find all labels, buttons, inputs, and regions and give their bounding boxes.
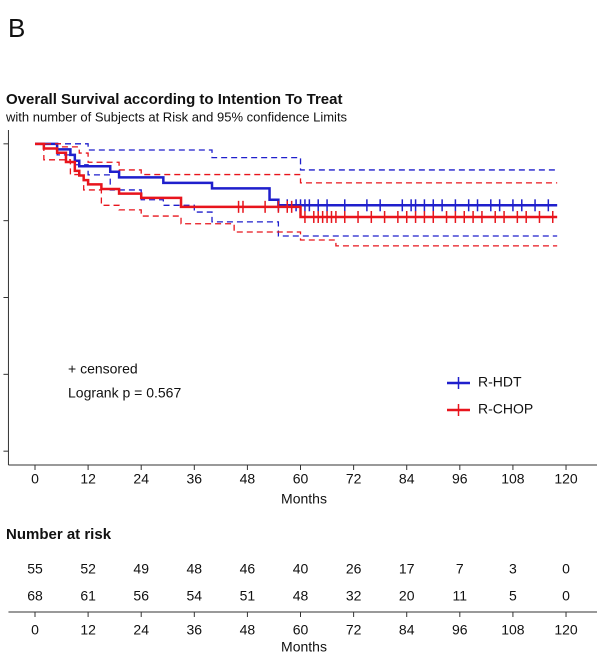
risk-count: 7 <box>456 561 464 577</box>
x-tick-label: 24 <box>133 622 149 638</box>
x-tick-label: 60 <box>293 622 309 638</box>
risk-count: 20 <box>399 588 415 604</box>
risk-count: 17 <box>399 561 415 577</box>
risk-title: Number at risk <box>6 526 112 543</box>
risk-count: 46 <box>240 561 256 577</box>
chart-title: Overall Survival according to Intention … <box>6 91 342 108</box>
risk-count: 3 <box>509 561 517 577</box>
x-tick-label: 120 <box>554 471 578 487</box>
x-tick-label: 48 <box>240 622 256 638</box>
risk-count: 56 <box>133 588 149 604</box>
risk-count: 5 <box>509 588 517 604</box>
x-tick-label: 84 <box>399 622 415 638</box>
risk-count: 61 <box>80 588 96 604</box>
risk-count: 52 <box>80 561 96 577</box>
annotation: + censored <box>68 361 138 377</box>
confidence-limit <box>35 143 558 247</box>
risk-count: 40 <box>293 561 309 577</box>
legend-label: R-CHOP <box>478 401 533 417</box>
x-tick-label: 96 <box>452 622 468 638</box>
risk-count: 0 <box>562 588 570 604</box>
x-tick-label: 72 <box>346 471 362 487</box>
x-tick-label: 12 <box>80 622 96 638</box>
legend-label: R-HDT <box>478 374 522 390</box>
x-tick-label: 60 <box>293 471 309 487</box>
x-axis-label: Months <box>281 639 327 655</box>
x-tick-label: 120 <box>554 622 578 638</box>
x-tick-label: 24 <box>133 471 149 487</box>
survival-line <box>35 142 558 219</box>
x-tick-label: 36 <box>187 622 203 638</box>
risk-count: 54 <box>187 588 203 604</box>
x-axis-label: Months <box>281 491 327 507</box>
confidence-limit <box>35 143 558 184</box>
x-tick-label: 72 <box>346 622 362 638</box>
risk-count: 51 <box>240 588 256 604</box>
x-tick-label: 0 <box>31 471 39 487</box>
chart-subtitle: with number of Subjects at Risk and 95% … <box>5 109 348 124</box>
risk-count: 11 <box>453 588 468 604</box>
risk-count: 55 <box>27 561 43 577</box>
x-tick-label: 96 <box>452 471 468 487</box>
x-tick-label: 108 <box>501 471 525 487</box>
x-tick-label: 36 <box>187 471 203 487</box>
panel-label: B <box>8 13 25 43</box>
risk-count: 0 <box>562 561 570 577</box>
risk-count: 48 <box>187 561 203 577</box>
confidence-limit <box>35 143 558 171</box>
x-tick-label: 84 <box>399 471 415 487</box>
x-tick-label: 108 <box>501 622 525 638</box>
risk-count: 26 <box>346 561 362 577</box>
survival-line <box>35 142 558 207</box>
x-tick-label: 48 <box>240 471 256 487</box>
risk-count: 49 <box>133 561 149 577</box>
x-tick-label: 0 <box>31 622 39 638</box>
risk-count: 32 <box>346 588 362 604</box>
annotation: Logrank p = 0.567 <box>68 385 181 401</box>
risk-count: 68 <box>27 588 43 604</box>
x-tick-label: 12 <box>80 471 96 487</box>
risk-count: 48 <box>293 588 309 604</box>
